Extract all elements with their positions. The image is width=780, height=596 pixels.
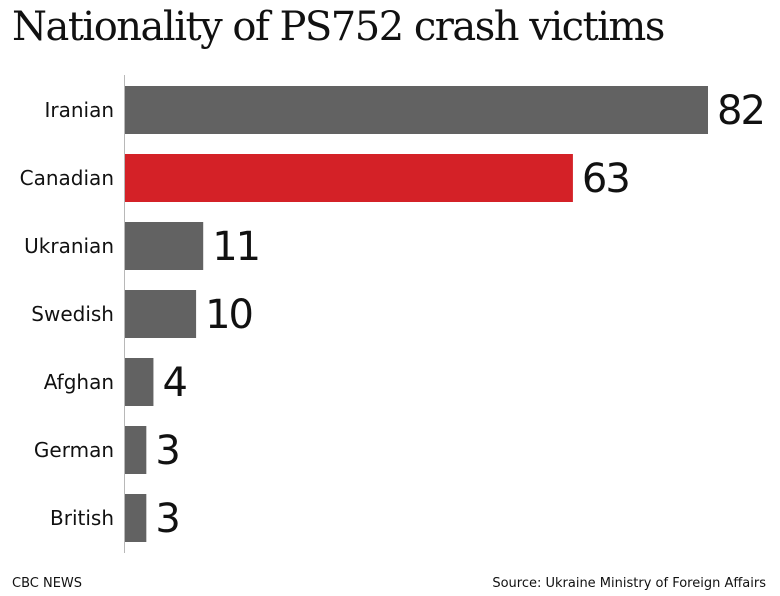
- category-label: Afghan: [44, 370, 114, 394]
- bars-group: Iranian 82 Canadian 63 Ukranian 11 Swedish 10 Af…: [20, 86, 766, 542]
- bar-canadian: [125, 154, 573, 202]
- bar-ukranian: [125, 222, 204, 270]
- value-label: 10: [205, 292, 252, 338]
- bar-swedish: [125, 290, 197, 338]
- value-label: 4: [162, 360, 186, 406]
- value-label: 11: [212, 224, 259, 270]
- brand-label: CBC NEWS: [12, 576, 83, 591]
- value-label: 63: [582, 156, 629, 202]
- category-label: Ukranian: [24, 234, 114, 258]
- value-label: 82: [717, 88, 764, 134]
- category-label: British: [50, 506, 114, 530]
- category-label: Canadian: [20, 166, 114, 190]
- category-label: Swedish: [31, 302, 114, 326]
- category-label: German: [34, 438, 114, 462]
- category-label: Iranian: [44, 98, 114, 122]
- chart-title: Nationality of PS752 crash victims: [12, 4, 665, 50]
- source-note: Source: Ukraine Ministry of Foreign Affa…: [492, 576, 766, 591]
- bar-afghan: [125, 358, 154, 406]
- bar-german: [125, 426, 147, 474]
- value-label: 3: [155, 496, 178, 542]
- value-label: 3: [155, 428, 178, 474]
- bar-british: [125, 494, 147, 542]
- bar-iranian: [125, 86, 708, 134]
